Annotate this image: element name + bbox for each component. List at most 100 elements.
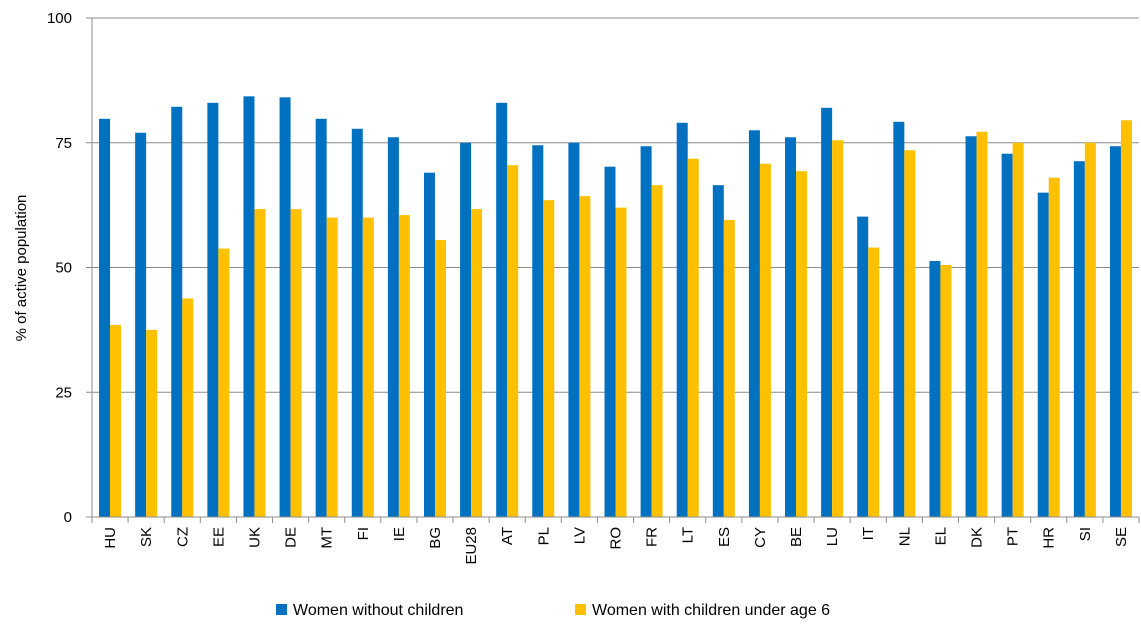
bar-pl-series-1	[532, 145, 544, 517]
x-tick-label: NL	[896, 527, 913, 546]
bar-es-series-2	[723, 220, 735, 517]
bar-mt-series-2	[326, 217, 338, 517]
x-tick-label: EU28	[463, 527, 480, 565]
bar-pt-series-2	[1012, 142, 1024, 517]
bar-es-series-1	[712, 185, 724, 518]
bar-cz-series-2	[182, 298, 194, 517]
legend-swatch-series-1	[276, 604, 287, 615]
bar-bg-series-1	[423, 172, 435, 517]
x-tick-labels: HU SK CZ EE UK DE MT FI IE BG EU28 AT PL LV RO FR LT ES CY…	[102, 527, 1130, 565]
x-tick-label: FR	[644, 527, 661, 547]
bar-hu-series-2	[110, 324, 122, 517]
bar-eu28-series-2	[471, 209, 483, 517]
bar-ro-series-1	[604, 166, 616, 517]
bar-eu28-series-1	[460, 142, 472, 517]
bar-el-series-2	[940, 265, 952, 517]
x-tick-label: SI	[1077, 527, 1094, 541]
bar-nl-series-2	[904, 150, 916, 518]
x-tick-label: AT	[499, 527, 516, 545]
x-tick-label: LT	[680, 527, 697, 543]
x-tick-label: LV	[571, 527, 588, 544]
x-tick-label: SK	[138, 527, 155, 547]
y-tick-labels: 0 25 50 75 100	[47, 10, 72, 526]
bar-cy-series-1	[748, 130, 760, 517]
axes	[86, 17, 1140, 523]
bar-mt-series-1	[315, 118, 327, 517]
bar-ie-series-1	[387, 137, 399, 518]
bar-at-series-1	[496, 102, 508, 517]
legend-label-series-2: Women with children under age 6	[592, 602, 830, 619]
bar-sk-series-1	[135, 132, 147, 517]
bar-fr-series-1	[640, 146, 652, 518]
bar-el-series-1	[929, 261, 941, 517]
bar-se-series-2	[1120, 120, 1132, 518]
y-tick-label: 50	[55, 260, 72, 277]
x-tick-label: UK	[246, 527, 263, 548]
bar-ee-series-2	[218, 248, 230, 517]
x-tick-label: ES	[716, 527, 733, 547]
bar-ee-series-1	[207, 102, 219, 517]
bar-ie-series-2	[398, 215, 410, 518]
bar-fi-series-1	[351, 128, 363, 517]
bar-lt-series-1	[676, 122, 688, 517]
x-tick-label: MT	[319, 527, 336, 549]
bar-lv-series-2	[579, 196, 591, 517]
x-tick-label: PL	[535, 527, 552, 545]
bar-cy-series-2	[759, 163, 771, 517]
bar-si-series-1	[1073, 161, 1085, 517]
x-tick-label: CZ	[174, 527, 191, 547]
bar-dk-series-1	[965, 136, 977, 517]
bar-at-series-2	[507, 165, 519, 517]
bar-lu-series-2	[832, 140, 844, 517]
legend-swatch-series-2	[575, 604, 586, 615]
x-tick-label: IT	[860, 527, 877, 540]
x-tick-label: HR	[1041, 527, 1058, 549]
bar-uk-series-1	[243, 96, 255, 517]
x-tick-label: SE	[1113, 527, 1130, 547]
bar-be-series-2	[796, 171, 808, 517]
bar-hu-series-1	[99, 118, 111, 517]
x-tick-label: EL	[932, 527, 949, 545]
bar-uk-series-2	[254, 209, 266, 517]
y-axis-title: % of active population	[13, 195, 30, 342]
y-tick-label: 75	[55, 135, 72, 152]
bar-de-series-2	[290, 209, 302, 517]
legend-label-series-1: Women without children	[293, 602, 463, 619]
bar-be-series-1	[785, 137, 797, 518]
x-tick-label: HU	[102, 527, 119, 549]
bar-lv-series-1	[568, 142, 580, 517]
x-tick-label: CY	[752, 527, 769, 548]
x-tick-label: IE	[391, 527, 408, 541]
bar-lt-series-2	[687, 158, 699, 517]
bar-hr-series-1	[1037, 192, 1049, 517]
bar-it-series-1	[857, 216, 869, 518]
x-tick-label: DE	[283, 527, 300, 548]
bar-lu-series-1	[821, 107, 833, 517]
bar-ro-series-2	[615, 207, 627, 517]
x-tick-label: PT	[1005, 527, 1022, 546]
bar-pt-series-1	[1001, 153, 1013, 517]
y-tick-label: 0	[64, 509, 72, 526]
bar-hr-series-2	[1048, 177, 1060, 517]
bar-se-series-1	[1109, 146, 1121, 518]
x-tick-label: EE	[210, 527, 227, 547]
bar-dk-series-2	[976, 131, 988, 517]
x-tick-label: BE	[788, 527, 805, 547]
bar-nl-series-1	[893, 121, 905, 518]
y-tick-label: 100	[47, 10, 72, 27]
bar-fi-series-2	[362, 217, 374, 517]
bar-it-series-2	[868, 247, 880, 518]
bars	[99, 96, 1132, 518]
x-tick-label: LU	[824, 527, 841, 546]
x-tick-label: BG	[427, 527, 444, 549]
bar-si-series-2	[1084, 142, 1096, 517]
bar-bg-series-2	[434, 240, 446, 517]
bar-fr-series-2	[651, 185, 663, 518]
bar-cz-series-1	[171, 106, 183, 518]
y-tick-label: 25	[55, 384, 72, 401]
x-tick-label: FI	[355, 527, 372, 540]
legend: Women without children Women with childr…	[276, 602, 830, 619]
bar-pl-series-2	[543, 200, 555, 517]
x-tick-label: RO	[608, 527, 625, 550]
